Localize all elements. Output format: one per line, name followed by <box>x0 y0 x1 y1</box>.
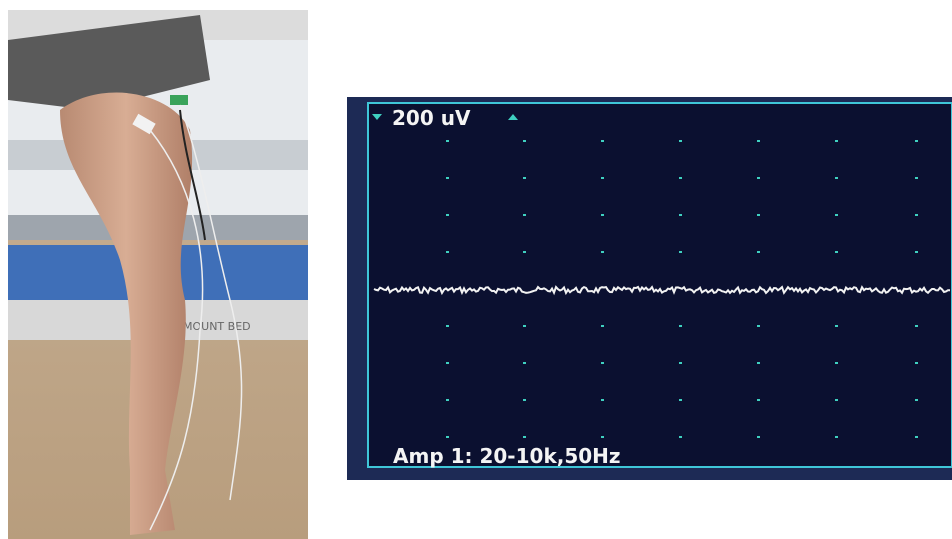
grid-dot <box>757 325 760 327</box>
patient-photo: MOUNT BED <box>8 10 308 539</box>
grid-dot <box>446 251 449 253</box>
grid-dot <box>915 399 918 401</box>
grid-dot <box>601 177 604 179</box>
grid-dot <box>915 214 918 216</box>
grid-dot <box>915 436 918 438</box>
grid-dot <box>835 177 838 179</box>
grid-dot <box>601 325 604 327</box>
grid-dot <box>915 177 918 179</box>
grid-dot <box>523 214 526 216</box>
grid-dot <box>523 251 526 253</box>
bed-label: MOUNT BED <box>183 320 251 333</box>
grid-dot <box>835 325 838 327</box>
grid-dot <box>679 325 682 327</box>
grid-dot <box>446 177 449 179</box>
grid-dot <box>757 214 760 216</box>
scale-label: 200 uV <box>392 106 471 130</box>
grid-dot <box>679 362 682 364</box>
grid-dot <box>523 362 526 364</box>
grid-dot <box>757 362 760 364</box>
screen <box>368 103 952 467</box>
grid-dot <box>679 436 682 438</box>
grid-dot <box>446 362 449 364</box>
grid-dot <box>601 436 604 438</box>
grid-dot <box>601 399 604 401</box>
electrode-clip <box>170 95 188 105</box>
grid-dot <box>446 214 449 216</box>
emg-monitor: 200 uV Amp 1: 20-10k,50Hz <box>347 97 952 480</box>
grid-dot <box>601 362 604 364</box>
grid-dot <box>835 140 838 142</box>
page: MOUNT BED 200 uV Amp 1: 20-10k,50Hz (() … <box>0 0 952 539</box>
grid-dot <box>523 399 526 401</box>
amplifier-label: Amp 1: 20-10k,50Hz <box>393 444 621 468</box>
grid-dot <box>757 436 760 438</box>
grid-dot <box>915 362 918 364</box>
grid-dot <box>523 436 526 438</box>
grid-dot <box>757 140 760 142</box>
grid-dot <box>679 399 682 401</box>
grid-dot <box>679 140 682 142</box>
grid-dot <box>835 399 838 401</box>
grid-dot <box>523 177 526 179</box>
grid-dot <box>601 251 604 253</box>
grid-dot <box>446 436 449 438</box>
grid-dot <box>757 177 760 179</box>
grid-dot <box>915 251 918 253</box>
figure: MOUNT BED 200 uV Amp 1: 20-10k,50Hz <box>0 0 952 539</box>
grid-dot <box>446 399 449 401</box>
grid-dot <box>679 251 682 253</box>
grid-dot <box>679 177 682 179</box>
grid-dot <box>601 140 604 142</box>
grid-dot <box>915 140 918 142</box>
grid-dot <box>601 214 604 216</box>
grid-dot <box>757 399 760 401</box>
grid-dot <box>446 140 449 142</box>
grid-dot <box>835 251 838 253</box>
grid-dot <box>835 436 838 438</box>
grid-dot <box>446 325 449 327</box>
grid-dot <box>523 325 526 327</box>
grid-dot <box>757 251 760 253</box>
grid-dot <box>679 214 682 216</box>
grid-dot <box>523 140 526 142</box>
grid-dot <box>835 214 838 216</box>
grid-dot <box>915 325 918 327</box>
grid-dot <box>835 362 838 364</box>
